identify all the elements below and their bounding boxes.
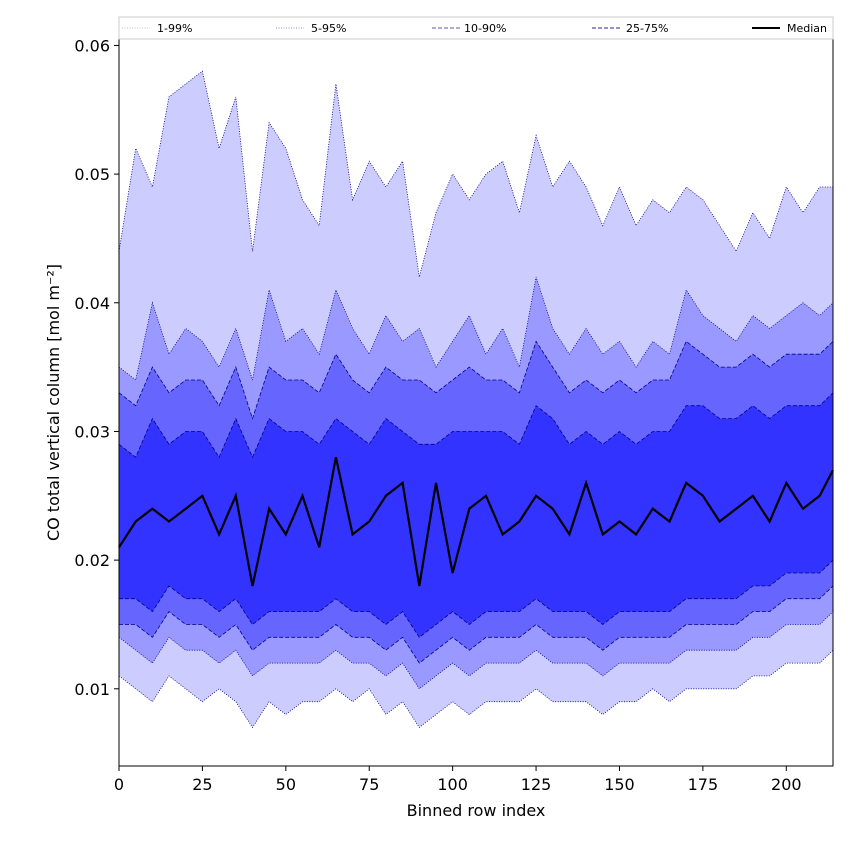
band-5-95-upper-edge <box>118 276 834 381</box>
x-tick-label: 0 <box>114 775 124 794</box>
legend-label-10-90: 10-90% <box>464 22 506 35</box>
y-tick-label: 0.01 <box>74 680 110 699</box>
legend-box <box>118 16 834 40</box>
x-tick-label: 50 <box>276 775 296 794</box>
x-tick-label: 125 <box>521 775 552 794</box>
x-tick-label: 175 <box>688 775 719 794</box>
band-1-99-upper-edge <box>118 70 833 278</box>
legend-label-5-95: 5-95% <box>311 22 346 35</box>
band-10-90-upper-edge <box>118 340 834 420</box>
bands-layer <box>119 71 833 728</box>
band-25-75 <box>119 392 833 638</box>
band-10-90-lower-edge <box>119 585 834 664</box>
y-axis-label: CO total vertical column [mol m⁻²] <box>44 264 63 541</box>
x-tick-label: 150 <box>604 775 635 794</box>
median-line <box>118 456 834 587</box>
y-tick-label: 0.06 <box>74 36 110 55</box>
legend-label-median: Median <box>787 22 827 35</box>
y-tick-label: 0.02 <box>74 551 110 570</box>
x-tick-label: 200 <box>771 775 802 794</box>
edges-layer <box>118 70 834 729</box>
x-tick-label: 100 <box>437 775 468 794</box>
legend-label-1-99: 1-99% <box>157 22 192 35</box>
x-tick-label: 25 <box>192 775 212 794</box>
band-5-95-lower-edge <box>118 611 834 690</box>
band-25-75-upper-edge <box>118 392 834 459</box>
legend: 1-99% 5-95% 10-90% 25-75% Median <box>118 16 834 40</box>
y-tick-label: 0.03 <box>74 422 110 441</box>
y-tick-label: 0.05 <box>74 165 110 184</box>
axes-layer: 0 25 50 75 100 125 150 175 200 0.01 0.02 0.03 0.04 0.… <box>74 36 801 794</box>
band-25-75-lower-edge <box>119 559 834 638</box>
legend-label-25-75: 25-75% <box>626 22 668 35</box>
x-axis-label: Binned row index <box>407 801 546 820</box>
median-layer <box>118 456 834 587</box>
x-tick-label: 75 <box>359 775 379 794</box>
y-tick-label: 0.04 <box>74 294 110 313</box>
